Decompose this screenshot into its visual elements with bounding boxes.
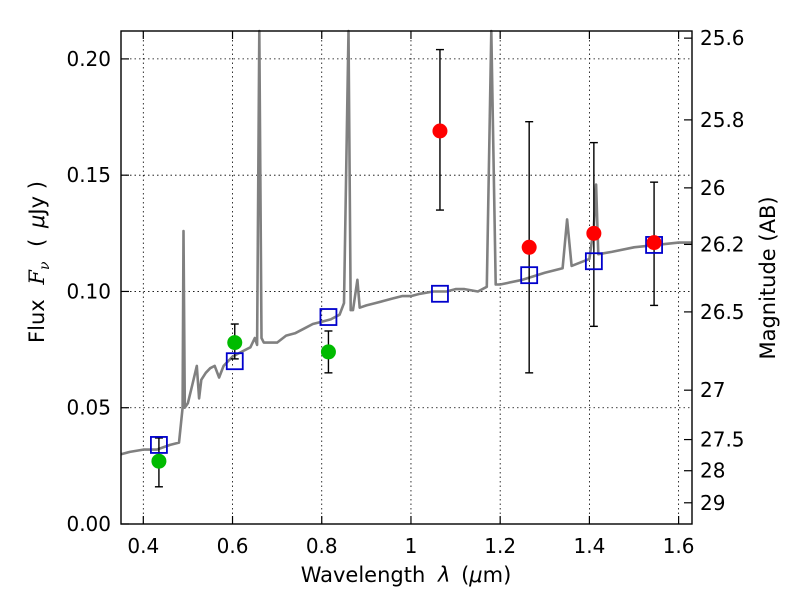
- y2-axis-label: Magnitude (AB): [756, 196, 780, 359]
- x-tick-label: 1.6: [663, 534, 695, 558]
- y2-tick-label: 26: [700, 176, 725, 200]
- y2-tick-label: 26.2: [700, 232, 745, 256]
- y-axis-unit-open: (: [25, 239, 49, 247]
- model-square-point: [520, 266, 539, 285]
- model-square-point: [584, 252, 603, 271]
- y2-tick-label: 28: [700, 459, 725, 483]
- nearir-data-point: [586, 225, 602, 241]
- axis-ticks: 0.4 0.6 0.8 1 1.2 1.4 1.6 0.00 0.05 0.10 0.15 0.20 2…: [66, 26, 744, 558]
- x-axis-unit-rest: m): [483, 563, 512, 587]
- x-axis-unit-open: (: [461, 563, 469, 587]
- y-axis-label: Flux Fν ( μJy ): [25, 181, 54, 343]
- model-square-point: [319, 308, 338, 326]
- plot-frame: [120, 30, 693, 525]
- y-tick-label: 0.05: [66, 396, 111, 420]
- x-tick-label: 0.4: [127, 534, 159, 558]
- optical-data-point: [151, 453, 167, 469]
- y2-tick-label: 26.5: [700, 300, 745, 324]
- model-square-point: [150, 436, 168, 454]
- x-tick-label: 1: [405, 534, 418, 558]
- spectrum-line: [120, 29, 692, 456]
- optical-data-point: [227, 335, 243, 351]
- nearir-data-point: [521, 239, 537, 255]
- y2-tick-label: 25.6: [700, 26, 745, 50]
- model-square-point: [225, 352, 244, 371]
- x-tick-label: 0.6: [217, 534, 249, 558]
- y-tick-label: 0.10: [66, 279, 111, 303]
- x-axis-symbol: λ: [437, 563, 450, 587]
- model-square-point: [431, 284, 449, 303]
- y2-tick-label: 25.8: [700, 108, 745, 132]
- y2-tick-label: 29: [700, 491, 725, 515]
- y-axis-symbol: F: [25, 269, 49, 286]
- y-axis-label-prefix: Flux: [25, 299, 49, 343]
- y-axis-unit-rest: Jy ): [25, 181, 49, 217]
- y-tick-label: 0.00: [66, 512, 111, 536]
- x-axis-unit-mu: μ: [468, 563, 482, 587]
- plot-series: [120, 29, 692, 488]
- x-axis-label: Wavelength λ (μm): [301, 563, 512, 587]
- nearir-data-point: [432, 123, 448, 139]
- y-tick-label: 0.15: [66, 163, 111, 187]
- nearir-data-point: [646, 235, 662, 251]
- x-tick-label: 1.2: [484, 534, 516, 558]
- y-axis-unit-mu: μ: [25, 215, 49, 229]
- x-tick-label: 1.4: [573, 534, 605, 558]
- grid-lines: [121, 31, 692, 525]
- x-tick-label: 0.8: [306, 534, 338, 558]
- y2-tick-label: 27.5: [700, 428, 745, 452]
- y-axis-subscript: ν: [37, 261, 53, 270]
- y2-tick-label: 27: [700, 378, 725, 402]
- x-axis-label-prefix: Wavelength: [301, 563, 426, 587]
- optical-data-point: [320, 344, 336, 360]
- y-tick-label: 0.20: [66, 47, 111, 71]
